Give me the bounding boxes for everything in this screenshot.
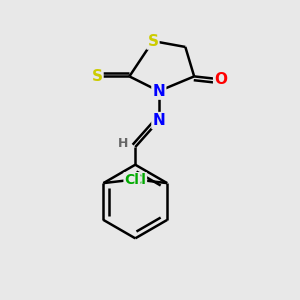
- Text: N: N: [152, 113, 165, 128]
- Text: Cl: Cl: [124, 173, 140, 187]
- Text: S: S: [92, 69, 103, 84]
- Text: Cl: Cl: [131, 173, 146, 187]
- Text: N: N: [152, 84, 165, 99]
- Text: H: H: [118, 137, 128, 150]
- Text: O: O: [214, 72, 227, 87]
- Text: S: S: [147, 34, 158, 49]
